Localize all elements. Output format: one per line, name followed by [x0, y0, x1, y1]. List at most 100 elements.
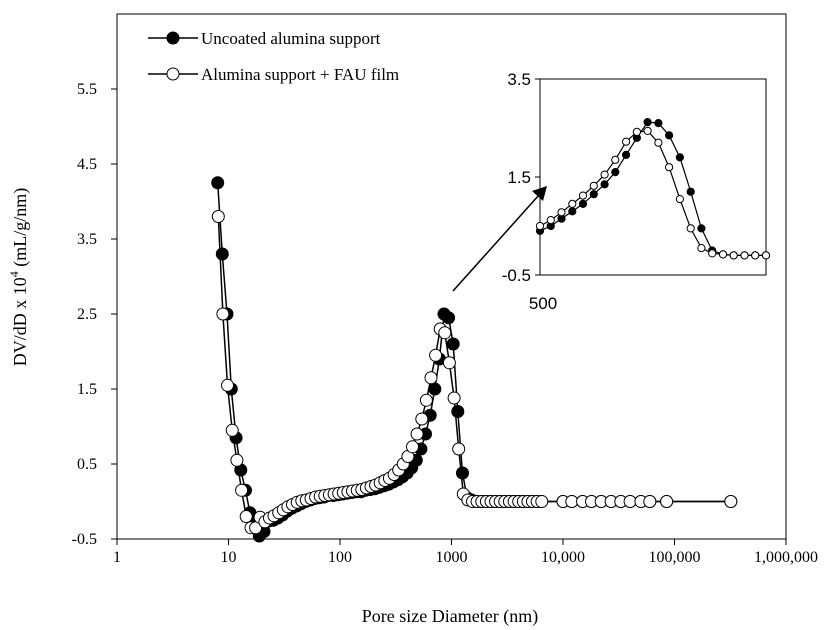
uncoated-data-point	[451, 405, 465, 418]
fau-film-data-point	[424, 371, 438, 385]
y-axis-title-main: DV/dD x 10	[10, 277, 30, 366]
inset-fau-film-point	[686, 224, 695, 233]
fau-film-data-point	[225, 423, 239, 437]
inset-fau-film-point	[697, 244, 706, 253]
fau-film-data-point	[239, 510, 253, 523]
y-tick-label: 5.5	[77, 81, 97, 98]
inset-uncoated-point	[665, 131, 674, 140]
x-tick-label: 100	[328, 549, 352, 566]
inset-fau-film-point	[622, 137, 631, 146]
inset-fau-film-point	[578, 191, 588, 200]
fau-film-data-point	[235, 483, 249, 497]
inset-fau-film-point	[675, 195, 685, 204]
inset-y-tick-label: 3.5	[507, 70, 531, 89]
x-tick-label: 100,000	[649, 549, 701, 566]
zoom-arrow-line	[452, 194, 540, 292]
fau-film-data-point	[660, 495, 674, 508]
fau-film-data-point	[447, 391, 461, 405]
inset-frame	[539, 78, 767, 276]
inset-uncoated-point	[568, 207, 577, 216]
legend-label-fau: Alumina support + FAU film	[201, 65, 399, 84]
inset-fau-film-point	[708, 249, 717, 258]
inset-fau-film-point	[568, 199, 577, 208]
fau-film-data-point	[643, 495, 657, 508]
inset-series-line-1	[539, 130, 766, 256]
x-tick-label: 10,000	[541, 549, 585, 566]
legend-marker-fau	[166, 67, 180, 81]
x-tick-label: 1000	[436, 549, 468, 566]
y-tick-label: 0.5	[77, 456, 97, 473]
inset-fau-film-point	[740, 251, 749, 260]
inset-fau-film-point	[718, 250, 728, 259]
fau-film-data-point	[406, 440, 419, 454]
inset-fau-film-point	[729, 251, 738, 260]
inset: -0.5 1.5 3.5 500	[502, 70, 771, 313]
inset-x-tick-label: 500	[529, 294, 557, 313]
inset-uncoated-point	[578, 199, 588, 208]
inset-fau-film-point	[643, 126, 652, 135]
uncoated-data-point	[456, 466, 469, 480]
inset-fau-film-point	[600, 170, 609, 179]
fau-film-data-point	[442, 356, 456, 370]
uncoated-data-point	[211, 176, 225, 190]
fau-film-data-point	[623, 495, 637, 508]
y-axis-title-superscript: 4	[7, 271, 21, 277]
inset-series-lines	[539, 121, 766, 256]
inset-fau-film-point	[535, 221, 545, 231]
inset-fau-film-point	[665, 163, 674, 172]
y-axis-ticks: -0.5 0.5 1.5 2.5 3.5 4.5 5.5	[72, 81, 117, 548]
inset-fau-film-point	[589, 181, 598, 190]
fau-film-data-point	[452, 442, 466, 456]
uncoated-data-point	[446, 337, 460, 351]
y-tick-label: 4.5	[77, 156, 97, 173]
uncoated-data-point	[215, 247, 229, 261]
x-tick-label: 10	[221, 549, 237, 566]
x-axis-title: Pore size Diameter (nm)	[362, 606, 538, 627]
x-tick-label: 1	[113, 549, 121, 566]
inset-uncoated-point	[697, 224, 706, 233]
legend-marker-uncoated	[166, 31, 180, 45]
fau-film-data-point	[724, 495, 738, 508]
inset-fau-film-point	[611, 155, 620, 164]
x-axis-ticks: 1 10 100 1000 10,000 100,000 1,000,000	[113, 539, 818, 566]
y-axis-title: DV/dD x 104 (mL/g/nm)	[7, 188, 31, 367]
fau-film-data-point	[565, 495, 579, 508]
inset-fau-film-point	[546, 216, 555, 225]
inset-fau-film-point	[654, 138, 663, 147]
inset-fau-film-point	[751, 251, 760, 260]
inset-uncoated-point	[611, 168, 620, 177]
inset-uncoated-point	[622, 150, 631, 159]
inset-series-points	[535, 118, 771, 260]
fau-film-data-point	[230, 453, 244, 467]
y-axis-title-unit: (mL/g/nm)	[10, 188, 31, 272]
inset-uncoated-point	[654, 119, 663, 128]
x-tick-label: 1,000,000	[754, 549, 818, 566]
fau-film-data-point	[221, 378, 234, 392]
inset-fau-film-point	[761, 251, 771, 260]
inset-uncoated-point	[686, 187, 695, 196]
zoom-arrow	[452, 186, 547, 292]
fau-film-data-point	[429, 348, 443, 362]
inset-uncoated-point	[675, 153, 685, 162]
series-points	[211, 176, 738, 543]
inset-uncoated-point	[600, 180, 609, 189]
legend: Uncoated alumina support Alumina support…	[148, 29, 399, 84]
inset-uncoated-point	[589, 190, 598, 199]
inset-uncoated-point	[643, 118, 652, 127]
inset-y-ticks: -0.5 1.5 3.5	[502, 70, 540, 285]
fau-film-data-point	[535, 495, 549, 508]
y-tick-label: 1.5	[77, 381, 97, 398]
inset-y-tick-label: 1.5	[507, 168, 531, 187]
uncoated-data-point	[442, 311, 456, 325]
inset-fau-film-point	[632, 127, 642, 136]
inset-y-tick-label: -0.5	[502, 266, 531, 285]
y-tick-label: 2.5	[77, 306, 97, 323]
zoom-arrow-head	[532, 186, 547, 201]
fau-film-data-point	[410, 427, 424, 441]
uncoated-data-point	[428, 382, 442, 396]
y-tick-label: 3.5	[77, 231, 97, 248]
fau-film-data-point	[438, 326, 452, 340]
legend-label-uncoated: Uncoated alumina support	[201, 29, 381, 48]
fau-film-data-point	[419, 393, 433, 407]
